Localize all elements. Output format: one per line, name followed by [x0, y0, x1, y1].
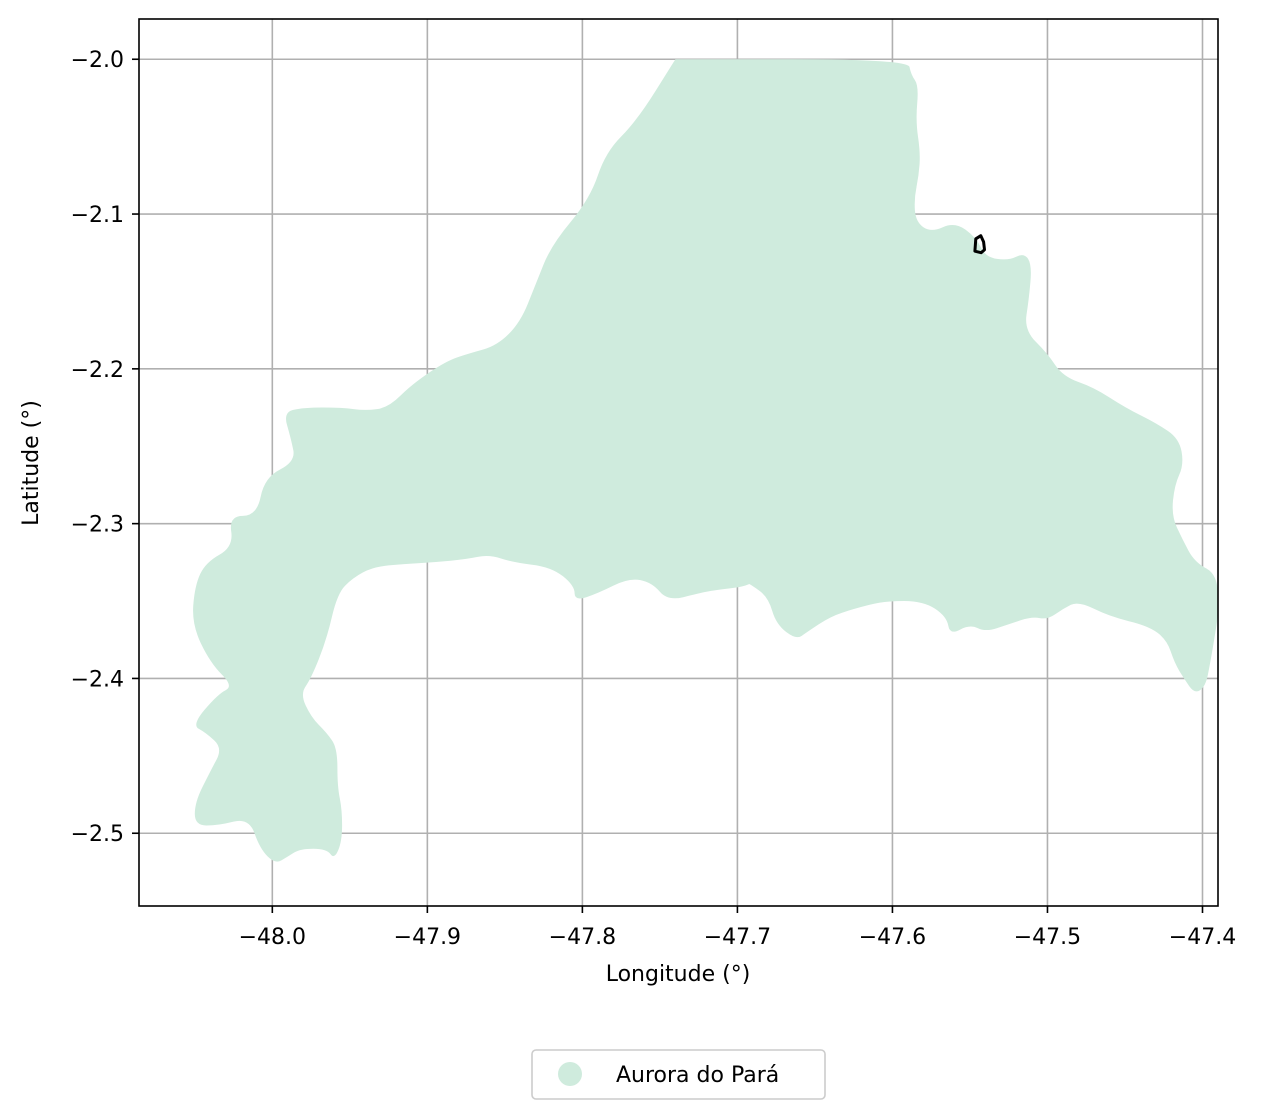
boundary-marker-0 [973, 234, 986, 255]
legend-box [531, 1049, 826, 1100]
legend-label: Aurora do Pará [616, 1063, 779, 1088]
map-layer [193, 59, 1218, 862]
legend-swatch-circle [558, 1062, 582, 1086]
y-tick-label-5: −2.5 [71, 822, 124, 847]
marker-layer [973, 234, 986, 255]
x-tick-label-3: −47.7 [704, 925, 771, 950]
legend: Aurora do Pará [531, 1049, 826, 1100]
y-tick-label-4: −2.4 [71, 667, 124, 692]
x-axis-ticks: −48.0 −47.9 −47.8 −47.7 −47.6 −47.5 −47.4 [239, 906, 1236, 950]
x-axis-label: Longitude (°) [606, 962, 751, 987]
x-tick-label-6: −47.4 [1169, 925, 1236, 950]
y-tick-label-3: −2.3 [71, 513, 124, 538]
y-axis-label: Latitude (°) [19, 400, 44, 526]
y-tick-label-1: −2.1 [71, 203, 124, 228]
x-tick-label-2: −47.8 [549, 925, 616, 950]
y-axis-ticks: −2.0 −2.1 −2.2 −2.3 −2.4 −2.5 [71, 48, 139, 847]
x-tick-label-4: −47.6 [859, 925, 926, 950]
y-tick-label-0: −2.0 [71, 48, 124, 73]
x-tick-label-0: −48.0 [239, 925, 306, 950]
x-tick-label-5: −47.5 [1014, 925, 1081, 950]
x-tick-label-1: −47.9 [394, 925, 461, 950]
region-aurora-do-para [193, 59, 1218, 862]
plot-frame [138, 18, 1219, 907]
y-tick-label-2: −2.2 [71, 358, 124, 383]
